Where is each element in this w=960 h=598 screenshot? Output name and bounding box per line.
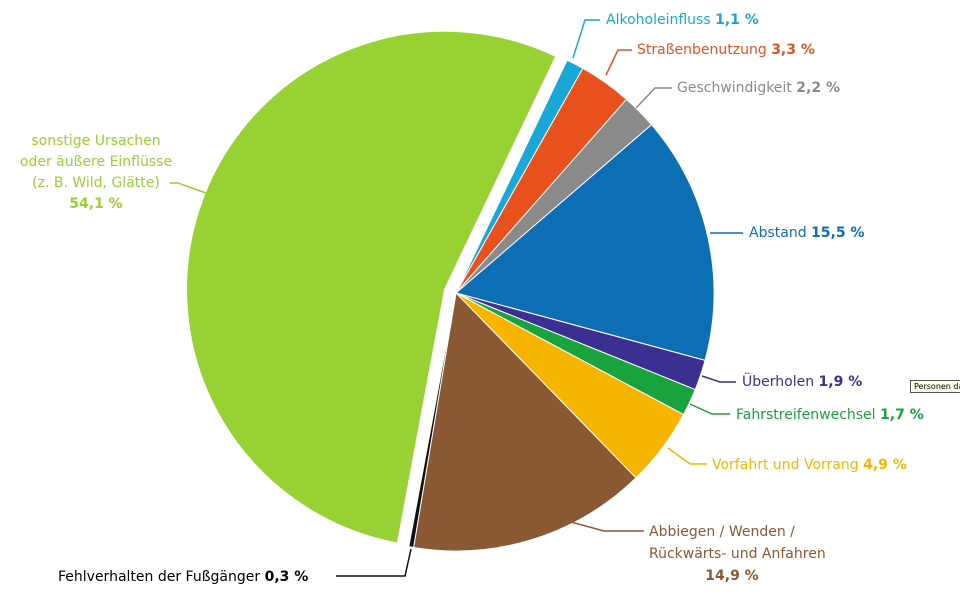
slice-label-line: Rückwärts- und Anfahren [649,546,826,562]
pie-slice-abbiegen [413,291,637,552]
slice-label-text: Vorfahrt und Vorrang 4,9 % [712,457,907,473]
leader-line-sonstige [170,182,207,194]
slice-label-abstand: Abstand 15,5 % [749,225,865,241]
slice-label-strasse: Straßenbenutzung 3,3 % [637,42,815,58]
slice-label-line: sonstige Ursachen [31,133,160,149]
slice-value: 54,1 % [69,196,122,212]
slice-label-sonstige: sonstige Ursachen oder äußere Einflüsse (z… [20,133,172,212]
slice-label-line: oder äußere Einflüsse [20,154,172,170]
slice-label-line: Abbiegen / Wenden / [649,524,795,540]
slice-label-fahrstreifen: Fahrstreifenwechsel 1,7 % [736,407,924,423]
slice-label-text: Geschwindigkeit 2,2 % [677,80,840,96]
leader-line-geschw [635,87,672,109]
slice-label-alkohol: Alkoholeinfluss 1,1 % [606,12,759,28]
slice-label-line: (z. B. Wild, Glätte) [32,175,160,191]
slice-value: 14,9 % [705,568,758,584]
slice-label-ueberholen: Überholen 1,9 % [742,372,862,390]
slice-label-text: Straßenbenutzung 3,3 % [637,42,815,58]
pie-slice-abstand [454,123,715,361]
slice-label-text: Fehlverhalten der Fußgänger 0,3 % [58,569,308,585]
slice-label-text: Abstand 15,5 % [749,225,865,241]
leader-line-fussgaenger [336,548,412,577]
slice-label-abbiegen: Abbiegen / Wenden / Rückwärts- und Anfahr… [649,524,826,584]
leader-line-vorfahrt [667,447,707,465]
slice-label-fussgaenger: Fehlverhalten der Fußgänger 0,3 % [58,569,308,585]
slice-label-text: Alkoholeinfluss 1,1 % [606,12,759,28]
leader-line-abbiegen [570,521,644,532]
pie-slice-sonstige [186,30,557,544]
leader-line-strasse [605,49,632,76]
leader-line-alkohol [572,19,600,59]
slice-label-geschw: Geschwindigkeit 2,2 % [677,80,840,96]
leader-line-ueberholen [701,375,736,383]
slice-label-text: Überholen 1,9 % [742,372,862,390]
leader-line-fahrstreifen [689,403,730,415]
tooltip: Personen daz [910,380,960,393]
slice-label-vorfahrt: Vorfahrt und Vorrang 4,9 % [712,457,907,473]
slice-label-text: Fahrstreifenwechsel 1,7 % [736,407,924,423]
pie-slice-fussgaenger [408,292,457,549]
